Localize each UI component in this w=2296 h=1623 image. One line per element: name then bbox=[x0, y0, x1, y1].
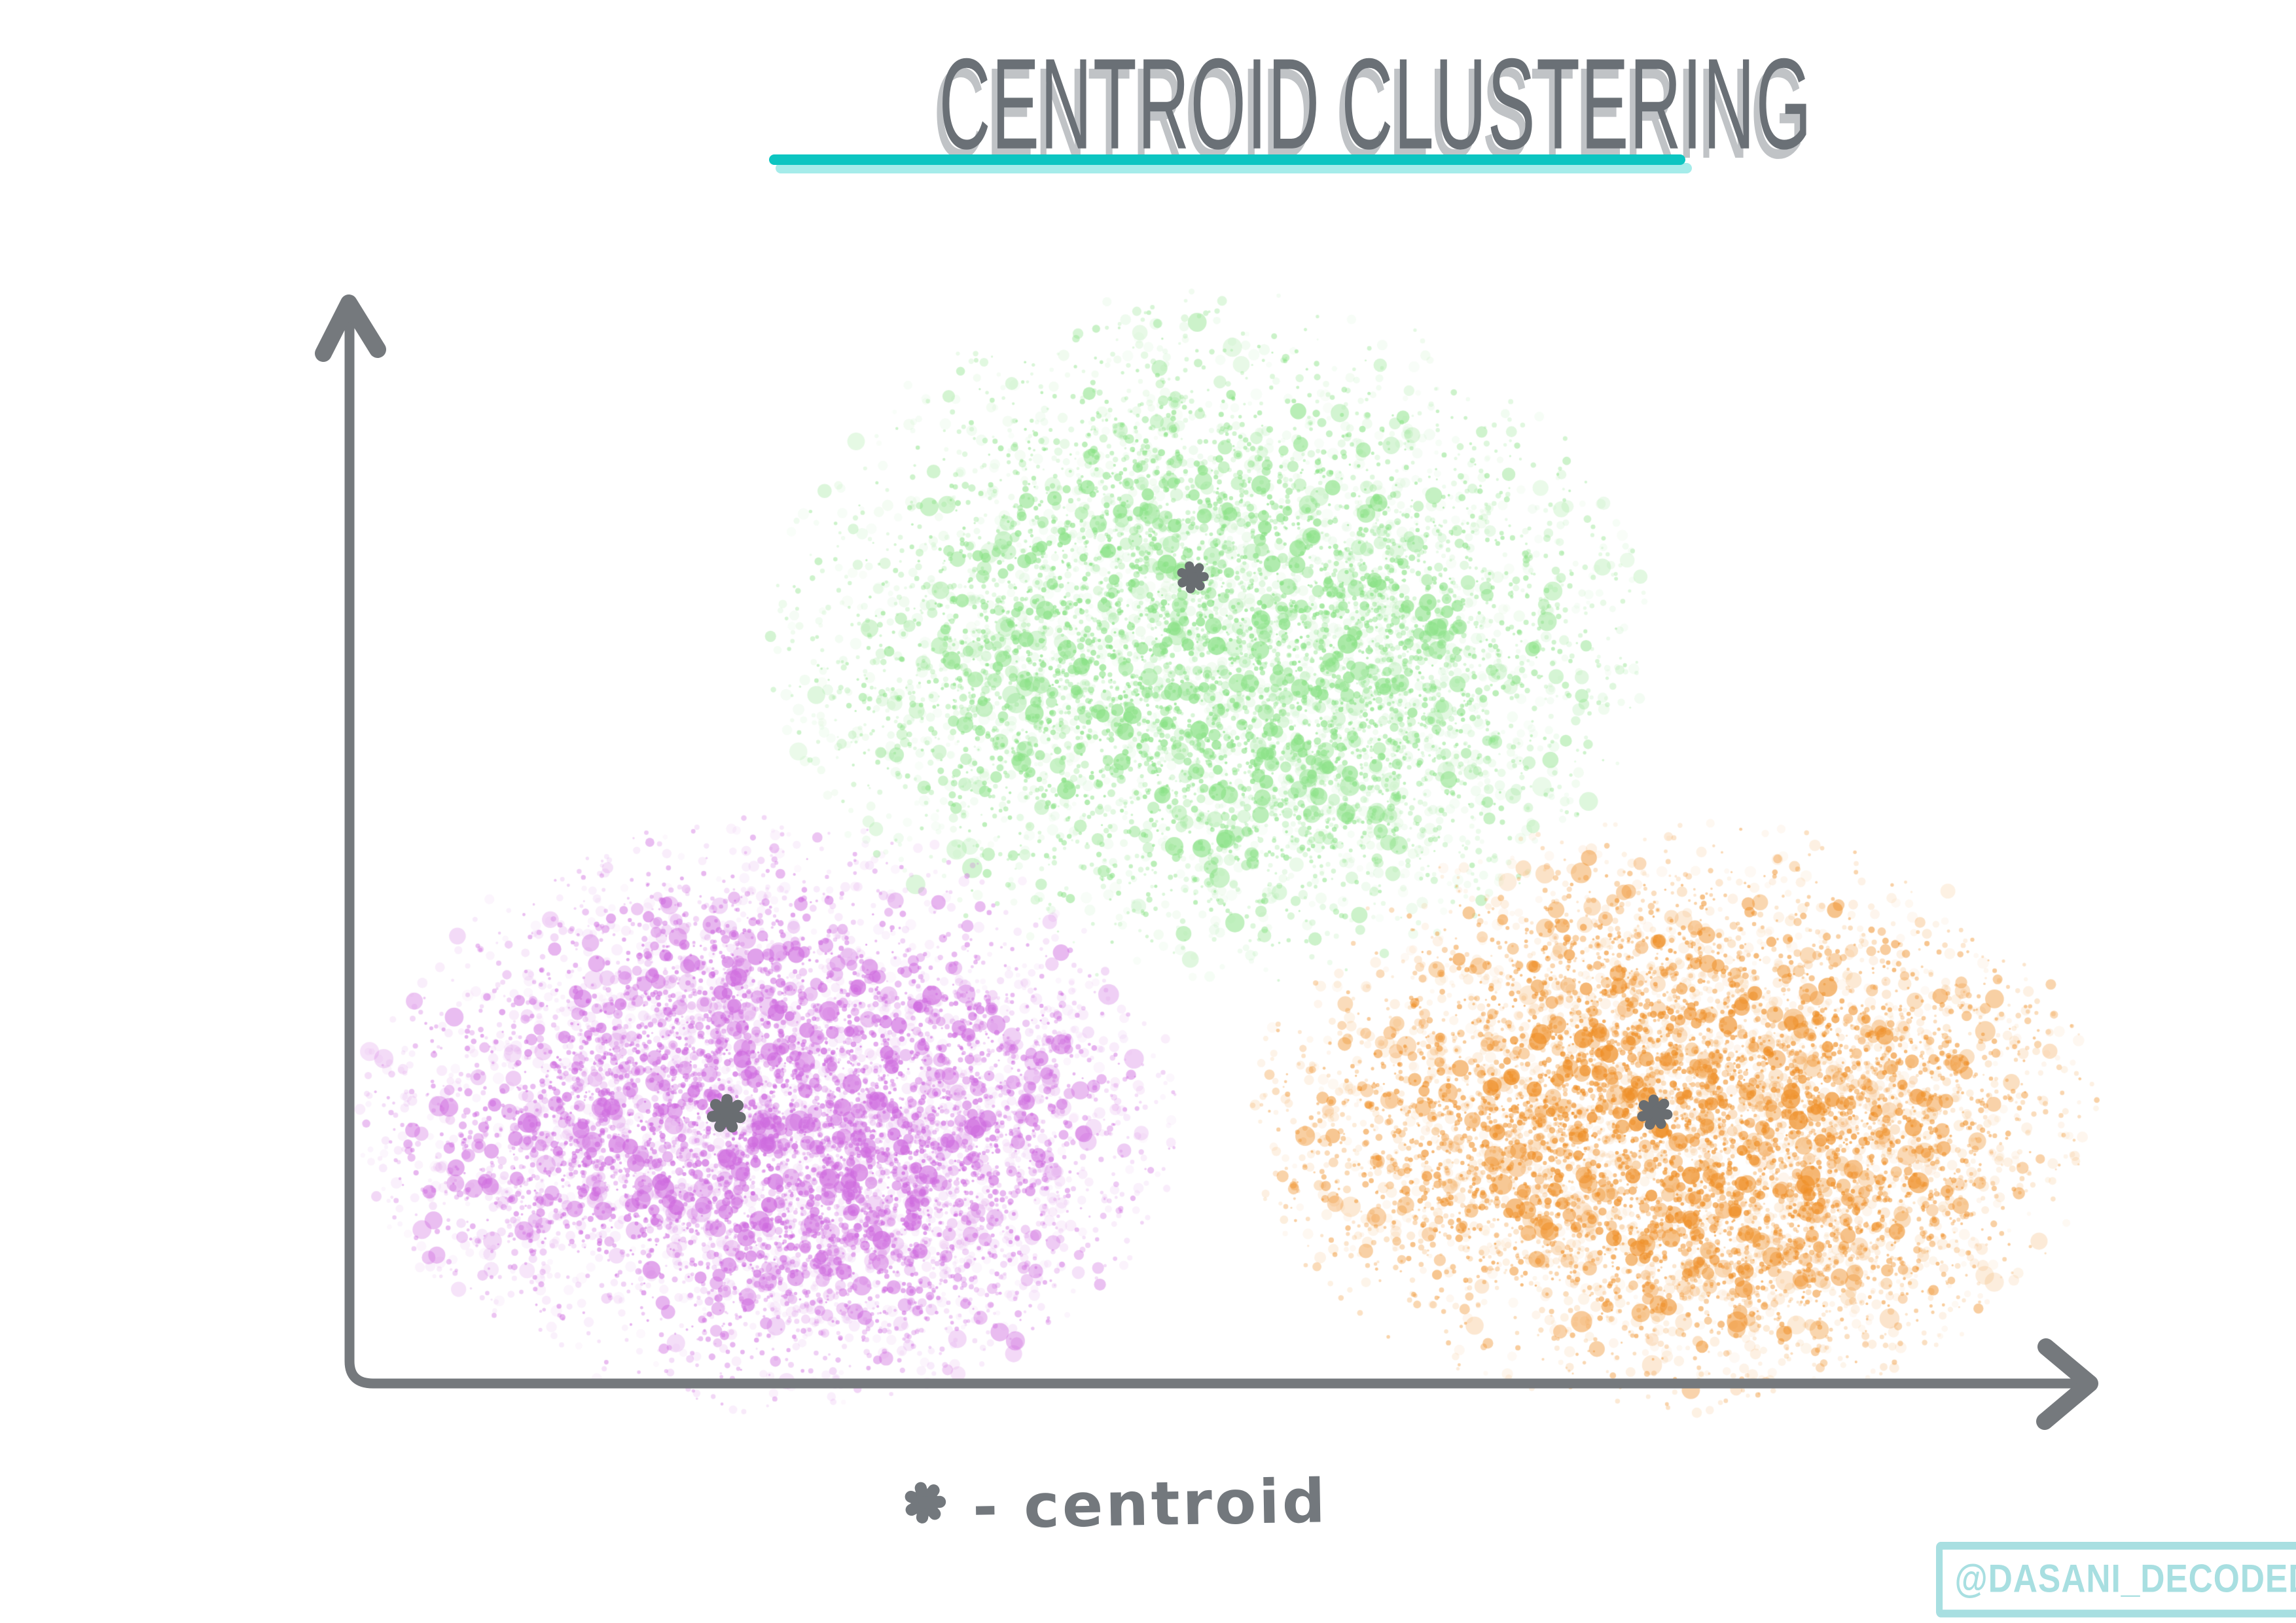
watermark-text: @DASANI_DECODED bbox=[1954, 1556, 2296, 1601]
watermark-badge: @DASANI_DECODED bbox=[1936, 1542, 2296, 1618]
title-underline bbox=[769, 154, 1685, 165]
legend: - centroid bbox=[902, 1458, 1328, 1550]
y-axis-arrowhead-icon bbox=[315, 294, 386, 362]
axis-line bbox=[344, 310, 2079, 1389]
x-axis-arrowhead-icon bbox=[2036, 1338, 2098, 1430]
centroid-asterisk-icon bbox=[902, 1480, 948, 1529]
legend-label: - centroid bbox=[972, 1465, 1329, 1543]
